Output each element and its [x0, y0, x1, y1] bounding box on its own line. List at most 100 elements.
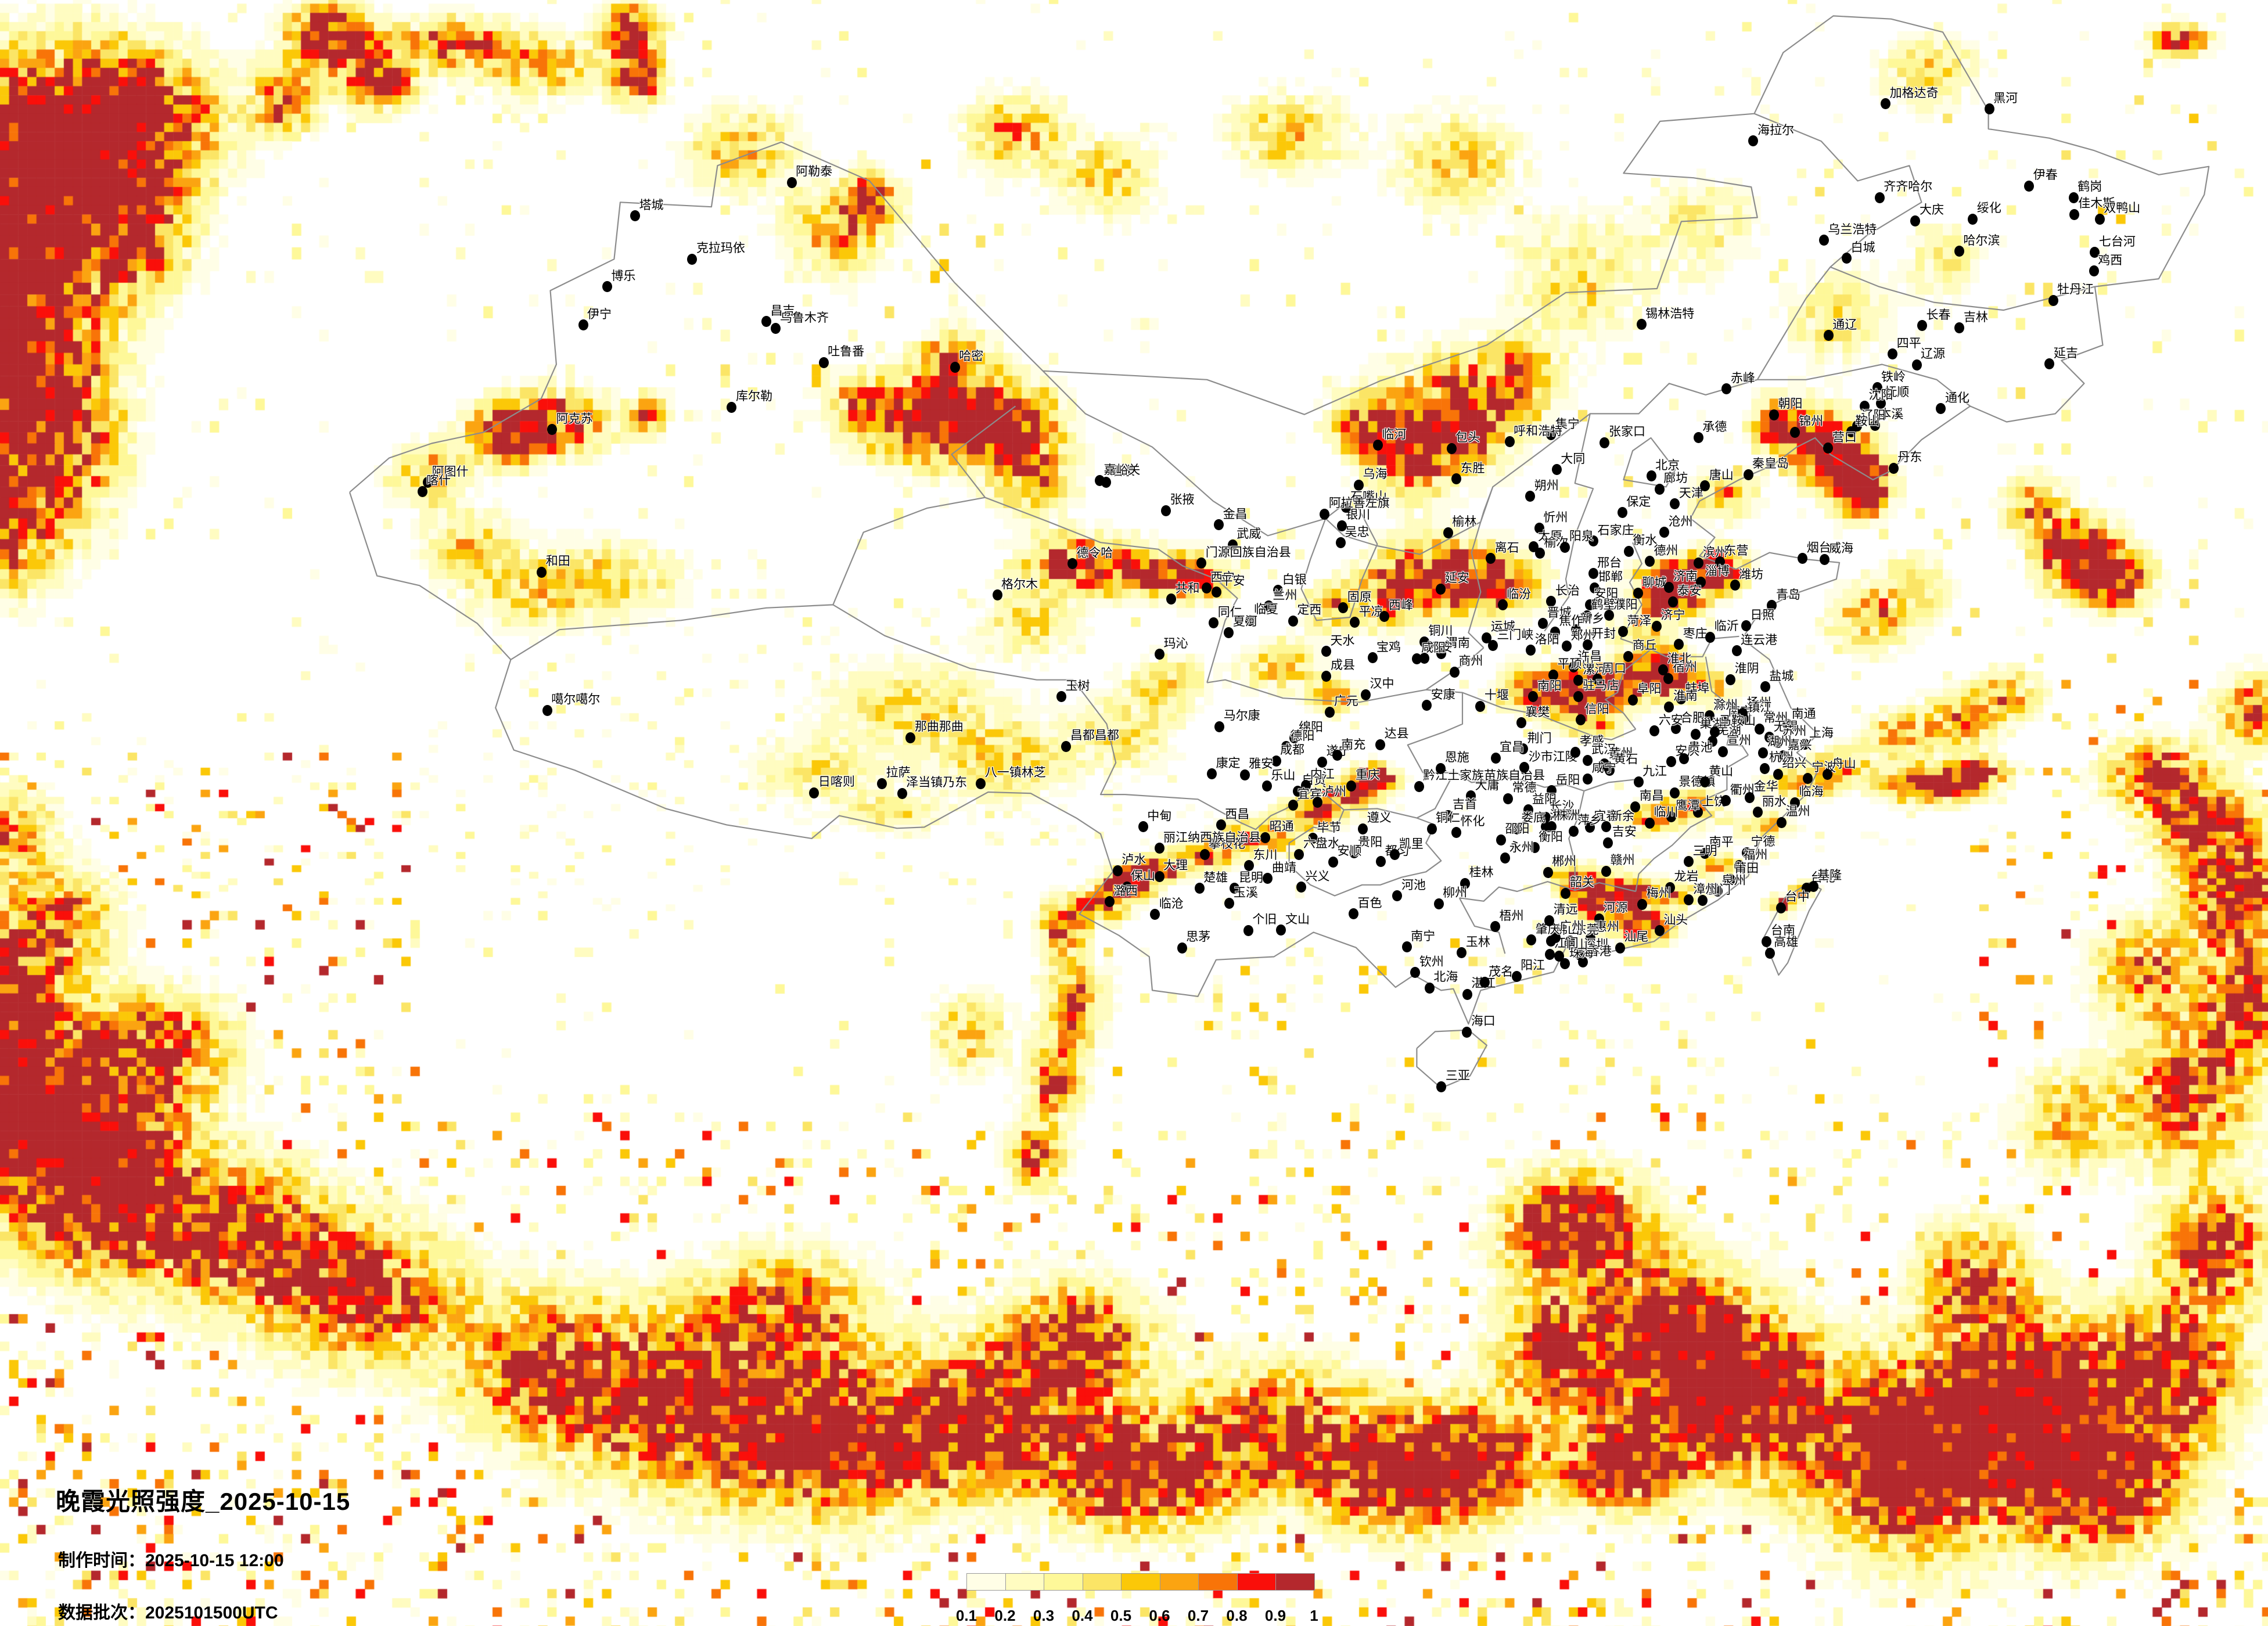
city-dot	[1954, 322, 1965, 334]
city-label: 安顺	[1337, 844, 1362, 858]
city-label: 玉树	[1065, 679, 1090, 693]
city-label: 保山	[1131, 869, 1156, 883]
city-label: 潞西	[1113, 884, 1138, 898]
city-dot	[1870, 419, 1880, 431]
city-dot	[1138, 821, 1148, 833]
city-label: 台北	[1810, 870, 1835, 884]
city-label: 文山	[1285, 912, 1310, 926]
city-label: 福州	[1743, 848, 1768, 862]
city-dot	[1823, 769, 1833, 780]
city-dot	[1067, 558, 1077, 570]
city-label: 淮北	[1667, 652, 1692, 666]
city-dot	[1576, 714, 1586, 726]
city-dot	[1573, 675, 1584, 686]
city-dot	[1663, 672, 1674, 684]
city-label: 宜春	[1594, 810, 1619, 823]
city-dot	[1462, 988, 1472, 1000]
city-label: 铁岭	[1881, 370, 1906, 384]
city-label: 厦门	[1706, 883, 1731, 897]
city-label: 个旧	[1252, 913, 1277, 927]
city-label: 丹东	[1897, 451, 1922, 465]
city-dot	[1818, 235, 1829, 246]
city-label: 玉林	[1465, 935, 1490, 949]
city-dot	[1798, 553, 1808, 564]
city-dot	[2094, 213, 2105, 225]
city-dot	[1544, 915, 1555, 926]
city-dot	[1659, 527, 1670, 538]
city-dot	[1211, 586, 1221, 598]
city-dot	[1753, 807, 1763, 818]
city-dot	[630, 210, 641, 222]
city-dot	[1777, 816, 1787, 828]
city-dot	[818, 357, 829, 368]
city-dot	[1194, 883, 1205, 894]
city-dot	[1628, 694, 1638, 706]
city-label: 高雄	[1774, 936, 1799, 949]
city-dot	[1699, 776, 1710, 788]
city-dot	[1789, 426, 1800, 438]
city-dot	[1776, 902, 1787, 913]
city-label: 大庆	[1919, 203, 1944, 217]
city-label: 重庆	[1355, 768, 1380, 782]
city-dot	[1154, 843, 1164, 854]
city-dot	[537, 566, 547, 578]
city-dot	[1644, 556, 1655, 567]
city-dot	[1446, 443, 1457, 454]
city-dot	[1451, 826, 1461, 838]
city-dot	[1177, 942, 1187, 954]
city-dot	[1568, 661, 1579, 673]
city-label: 滁州	[1713, 698, 1738, 712]
city-label: 烟台	[1806, 541, 1831, 555]
city-dot	[1738, 713, 1749, 724]
city-label: 汕头	[1663, 913, 1688, 927]
city-label: 西宁	[1210, 570, 1235, 584]
city-label: 库尔勒	[735, 390, 772, 404]
city-dot	[1419, 636, 1430, 647]
city-dot	[1353, 479, 1364, 491]
city-label: 中山	[1563, 938, 1588, 952]
city-dot	[950, 361, 960, 373]
city-label: 桂林	[1469, 866, 1494, 880]
city-dot	[1482, 632, 1492, 643]
legend-color-box	[1121, 1573, 1160, 1591]
city-dot	[1487, 640, 1498, 652]
city-dot	[1350, 617, 1360, 628]
city-label: 阿图什	[432, 465, 469, 479]
city-label: 玉溪	[1233, 886, 1258, 900]
city-label: 杭州	[1769, 751, 1793, 765]
city-label: 咸阳	[1421, 641, 1446, 655]
city-label: 克拉玛依	[696, 242, 745, 256]
city-label: 邢台	[1597, 556, 1622, 570]
city-label: 日喀则	[818, 775, 855, 789]
city-label: 济宁	[1660, 609, 1685, 623]
city-label: 昆明	[1238, 870, 1263, 884]
city-dot	[1122, 881, 1132, 893]
city-label: 汉中	[1370, 677, 1394, 691]
legend-color-boxes	[966, 1573, 1315, 1591]
city-label: 芜湖	[1716, 724, 1741, 738]
city-label: 昭通	[1269, 820, 1294, 834]
city-dot	[1719, 717, 1729, 728]
legend-color-box	[1198, 1573, 1238, 1591]
city-label: 德州	[1654, 544, 1678, 557]
data-batch-line: 数据批次：2025101500UTC	[58, 1603, 278, 1623]
city-label: 天津	[1678, 486, 1703, 500]
city-dot	[1504, 436, 1515, 448]
city-label: 成县	[1330, 659, 1355, 672]
city-label: 鞍山	[1855, 414, 1880, 428]
city-label: 郑州	[1570, 628, 1595, 642]
city-dot	[1436, 1081, 1447, 1092]
city-dot	[1694, 557, 1704, 569]
city-dot	[1419, 653, 1429, 664]
city-dot	[1872, 382, 1882, 394]
city-label: 白银	[1282, 573, 1307, 587]
city-dot	[1466, 790, 1476, 802]
city-label: 乌鲁木齐	[779, 311, 829, 325]
city-label: 黑河	[1993, 91, 2018, 105]
city-label: 吉安	[1612, 825, 1637, 839]
city-label: 株洲	[1555, 809, 1580, 823]
city-dot	[1560, 958, 1570, 970]
city-dot	[1588, 568, 1598, 580]
city-label: 岳阳	[1555, 773, 1580, 787]
